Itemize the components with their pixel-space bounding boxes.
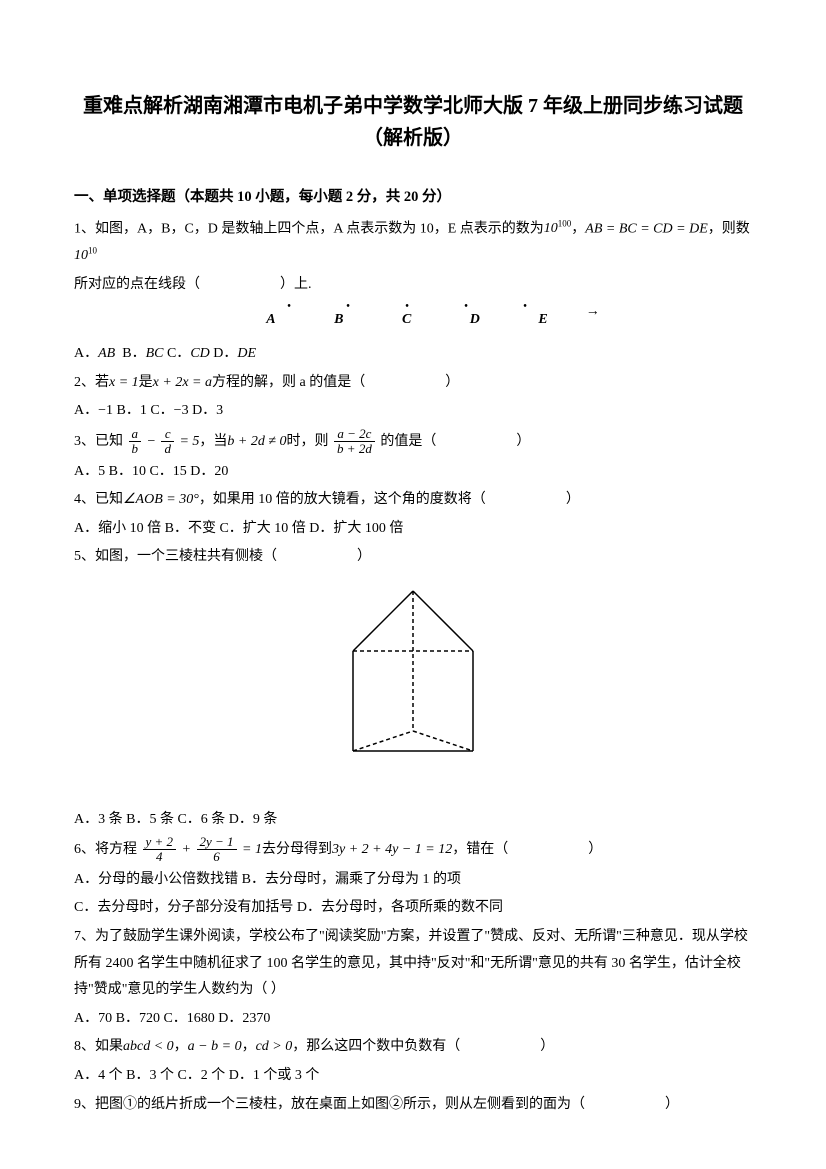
q3-cond: b + 2d ≠ 0 — [227, 434, 286, 449]
q3-options: A．5 B．10 C．15 D．20 — [74, 459, 752, 486]
q4-text-b: ，如果用 10 倍的放大镜看，这个角的度数将（ — [199, 492, 486, 507]
q6-frac1: y + 24 — [143, 835, 177, 865]
q8-text-b: ，那么这四个数中负数有（ — [292, 1039, 460, 1054]
q6-text-c: ，错在（ — [452, 842, 508, 857]
question-3: 3、已知 ab − cd = 5，当b + 2d ≠ 0时，则 a − 2cb … — [74, 427, 752, 457]
q4-angle: ∠AOB = 30° — [123, 492, 199, 507]
q2-text-d: ） — [445, 375, 459, 390]
q8-text-a: 8、如果 — [74, 1039, 123, 1054]
q3-frac2: cd — [161, 427, 174, 457]
q3-text-b: ，当 — [199, 434, 227, 449]
q8-cond1: abcd < 0 — [123, 1039, 174, 1054]
q2-eq2: x + 2x = a — [153, 375, 212, 390]
q6-plus: + — [182, 842, 191, 857]
q3-text-e: ） — [516, 434, 530, 449]
q9-text: 9、把图①的纸片折成一个三棱柱，放在桌面上如图②所示，则从左侧看到的面为（ — [74, 1097, 585, 1112]
question-1b: 所对应的点在线段（ ）上. — [74, 272, 752, 299]
question-6: 6、将方程 y + 24 + 2y − 16 = 1去分母得到3y + 2 + … — [74, 835, 752, 865]
q2-text-b: 是 — [139, 375, 153, 390]
q3-text-c: 时，则 — [287, 434, 329, 449]
page-title: 重难点解析湖南湘潭市电机子弟中学数学北师大版 7 年级上册同步练习试题（解析版） — [74, 90, 752, 154]
question-5: 5、如图，一个三棱柱共有侧棱（ ） — [74, 544, 752, 571]
q8-options: A．4 个 B．3 个 C．2 个 D．1 个或 3 个 — [74, 1063, 752, 1090]
number-line-diagram: • • • • • A B C D E → — [74, 307, 752, 334]
q8-cond2: a − b = 0 — [188, 1039, 242, 1054]
q3-text-a: 3、已知 — [74, 434, 123, 449]
q3-frac1: ab — [129, 427, 142, 457]
q1-text-b: ， — [571, 221, 585, 236]
q9-text-b: ） — [665, 1097, 679, 1112]
q7-options: A．70 B．720 C．1680 D．2370 — [74, 1006, 752, 1033]
q8-cond3: cd > 0 — [256, 1039, 293, 1054]
q4-text-a: 4、已知 — [74, 492, 123, 507]
question-2: 2、若x = 1是x + 2x = a方程的解，则 a 的值是（ ） — [74, 370, 752, 397]
q6-text-b: 去分母得到 — [262, 842, 332, 857]
q2-text-c: 方程的解，则 a 的值是（ — [212, 375, 365, 390]
question-8: 8、如果abcd < 0，a − b = 0，cd > 0，那么这四个数中负数有… — [74, 1034, 752, 1061]
q1-eq: AB = BC = CD = DE — [585, 221, 707, 236]
question-1: 1、如图，A，B，C，D 是数轴上四个点，A 点表示数为 10，E 点表示的数为… — [74, 216, 752, 271]
q1-text-d: 所对应的点在线段（ — [74, 277, 200, 292]
question-4: 4、已知∠AOB = 30°，如果用 10 倍的放大镜看，这个角的度数将（ ） — [74, 487, 752, 514]
q5-text-b: ） — [357, 549, 371, 564]
question-7: 7、为了鼓励学生课外阅读，学校公布了"阅读奖励"方案，并设置了"赞成、反对、无所… — [74, 924, 752, 1004]
q6-options-b: C．去分母时，分子部分没有加括号 D．去分母时，各项所乘的数不同 — [74, 895, 752, 922]
q8-comma2: ， — [242, 1039, 256, 1054]
prism-diagram — [74, 581, 752, 792]
q3-frac3: a − 2cb + 2d — [334, 427, 375, 457]
q6-text-d: ） — [588, 842, 602, 857]
q8-text-c: ） — [540, 1039, 554, 1054]
q6-options-a: A．分母的最小公倍数找错 B．去分母时，漏乘了分母为 1 的项 — [74, 867, 752, 894]
q4-options: A．缩小 10 倍 B．不变 C．扩大 10 倍 D．扩大 100 倍 — [74, 516, 752, 543]
q3-eq: = 5 — [179, 434, 199, 449]
q1-ten: 10100 — [544, 221, 572, 236]
q2-text-a: 2、若 — [74, 375, 109, 390]
question-9: 9、把图①的纸片折成一个三棱柱，放在桌面上如图②所示，则从左侧看到的面为（ ） — [74, 1092, 752, 1119]
q5-text: 5、如图，一个三棱柱共有侧棱（ — [74, 549, 277, 564]
q6-result: 3y + 2 + 4y − 1 = 12 — [332, 842, 452, 857]
q1-ten2: 1010 — [74, 248, 97, 263]
q8-comma1: ， — [174, 1039, 188, 1054]
q6-frac2: 2y − 16 — [197, 835, 237, 865]
q4-text-c: ） — [566, 492, 580, 507]
q1-text-a: 1、如图，A，B，C，D 是数轴上四个点，A 点表示数为 10，E 点表示的数为 — [74, 221, 544, 236]
q3-text-d: 的值是（ — [380, 434, 436, 449]
q1-text-e: ）上. — [280, 277, 312, 292]
q6-text-a: 6、将方程 — [74, 842, 137, 857]
q2-options: A．−1 B．1 C．−3 D．3 — [74, 398, 752, 425]
q5-options: A．3 条 B．5 条 C．6 条 D．9 条 — [74, 807, 752, 834]
q3-minus: − — [147, 434, 156, 449]
q2-eq1: x = 1 — [109, 375, 139, 390]
q1-options: A．AB B．BC C．CD D．DE — [74, 341, 752, 368]
section-header: 一、单项选择题（本题共 10 小题，每小题 2 分，共 20 分） — [74, 184, 752, 212]
q1-text-c: ，则数 — [708, 221, 750, 236]
q6-eq: = 1 — [242, 842, 262, 857]
